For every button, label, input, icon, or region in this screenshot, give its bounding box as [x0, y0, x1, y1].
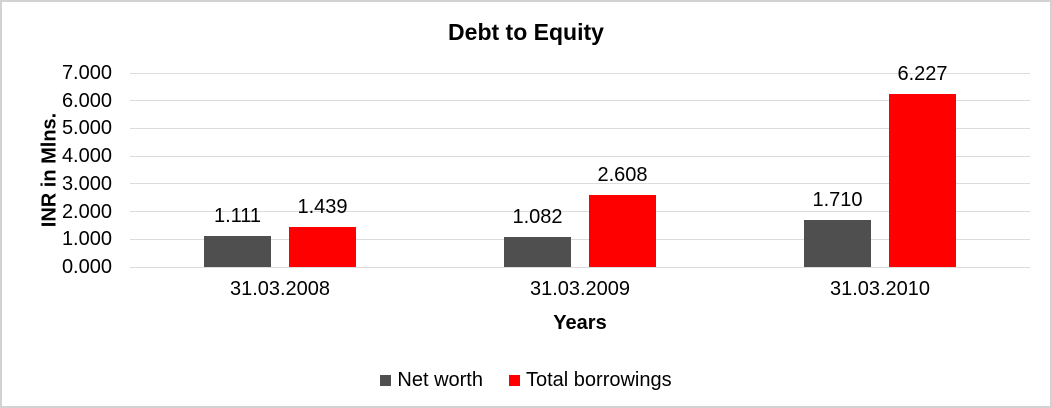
gridline — [130, 127, 1030, 129]
bar-total-borrowings-31.03.2010 — [889, 94, 956, 267]
bar-value-label: 1.111 — [213, 205, 262, 228]
legend: Net worth Total borrowings — [2, 368, 1050, 392]
gridline — [130, 266, 1030, 268]
total-borrowings-swatch-icon — [508, 374, 520, 386]
plot-area: 1.111 1.439 1.082 2.608 1.710 6.227 — [130, 63, 1030, 268]
legend-label-total-borrowings: Total borrowings — [525, 369, 672, 391]
bar-value-label: 1.082 — [512, 206, 563, 228]
x-axis-title: Years — [553, 312, 607, 334]
bar-value-label: 2.608 — [597, 163, 648, 186]
legend-item-net-worth: Net worth — [380, 368, 483, 392]
y-tick-label: 4.000 — [61, 145, 112, 168]
gridline — [130, 238, 1030, 240]
y-tick-label: 7.000 — [61, 62, 112, 84]
x-category-label: 31.03.2010 — [829, 278, 931, 300]
legend-label-net-worth: Net worth — [397, 369, 483, 391]
bar-value-label: 1.710 — [812, 188, 863, 211]
gridline — [130, 183, 1030, 185]
bar-net-worth-31.03.2010 — [804, 219, 871, 267]
y-tick-label: 5.000 — [61, 117, 112, 140]
net-worth-swatch-icon — [380, 374, 392, 386]
gridline — [130, 100, 1030, 102]
bar-net-worth-31.03.2008 — [204, 236, 271, 267]
bar-total-borrowings-31.03.2009 — [589, 194, 656, 267]
bar-value-label: 1.439 — [297, 196, 348, 219]
gridline — [130, 72, 1030, 74]
bar-total-borrowings-31.03.2008 — [289, 227, 356, 267]
bar-value-label: 6.227 — [897, 63, 948, 86]
gridline — [130, 211, 1030, 213]
bar-net-worth-31.03.2009 — [504, 237, 571, 267]
y-tick-label: 6.000 — [61, 89, 112, 112]
y-tick-label: 0.000 — [61, 256, 112, 278]
x-category-label: 31.03.2009 — [529, 278, 631, 300]
x-category-label: 31.03.2008 — [229, 278, 331, 300]
legend-item-total-borrowings: Total borrowings — [508, 368, 672, 392]
gridline — [130, 155, 1030, 157]
y-tick-label: 1.000 — [61, 228, 112, 251]
y-tick-label: 2.000 — [61, 200, 112, 223]
chart-title: Debt to Equity — [448, 19, 604, 45]
y-tick-label: 3.000 — [61, 172, 112, 195]
